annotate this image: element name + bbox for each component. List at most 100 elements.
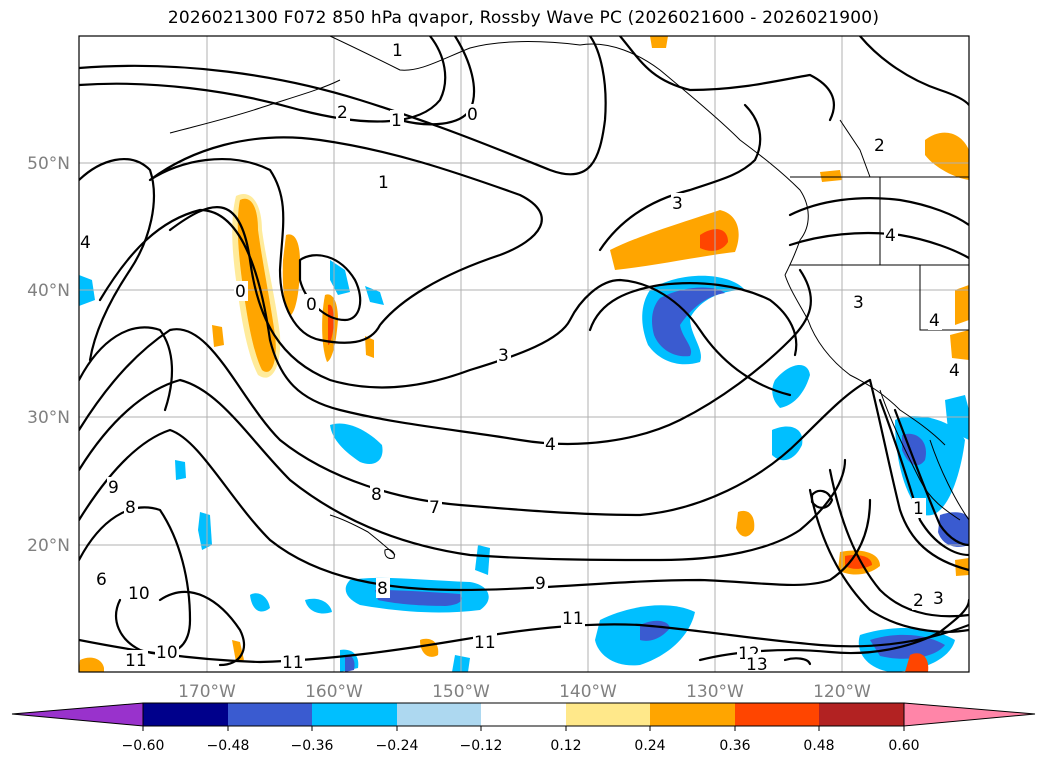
contour-label: 11 [562, 609, 584, 629]
lat-tick-labels: 50°N 40°N 30°N 20°N [27, 154, 70, 556]
contour-1-gyre [148, 136, 543, 344]
contour-west-2 [79, 326, 173, 412]
pos-patch-s2 [79, 657, 104, 672]
island-1 [384, 549, 395, 559]
contour-9 [79, 428, 872, 592]
contour-label: 0 [306, 295, 317, 315]
neg-patch-offshore [772, 364, 810, 408]
pos-patch-170w [282, 234, 300, 316]
colorbar-segment [481, 703, 566, 726]
contour-label: 13 [746, 655, 768, 675]
contour-label: 4 [949, 361, 960, 381]
lon-tick-labels: 170°W 160°W 150°W 140°W 130°W 120°W [178, 682, 871, 702]
contour-1-north [79, 36, 447, 123]
neg-patch-w10 [365, 286, 384, 305]
colorbar-segment [735, 703, 819, 726]
contour-label: 4 [929, 311, 940, 331]
alaska-coast [329, 36, 809, 276]
contour-north-2 [618, 36, 836, 122]
contour-label: 4 [885, 226, 896, 246]
contour-west-1 [79, 158, 156, 362]
contour-label: 8 [125, 498, 136, 518]
contour-label: 8 [377, 579, 388, 599]
contour-2 [79, 36, 607, 176]
contour-8 [79, 378, 847, 562]
colorbar-tick-label: −0.12 [460, 738, 503, 754]
neg-patch-w5 [330, 260, 350, 295]
lat-tick-label: 20°N [27, 536, 70, 556]
contour-label: 6 [96, 570, 107, 590]
lat-tick-label: 50°N [27, 154, 70, 174]
contour-label: 11 [125, 651, 147, 671]
colorbar-segment [312, 703, 397, 726]
colorbar-tick-label: 0.48 [803, 738, 834, 754]
colorbar: −0.60 −0.48 −0.36 −0.24 −0.12 0.12 0.24 … [11, 702, 1036, 754]
pos-patch-n [650, 36, 668, 48]
neg-patch-offshore2 [772, 426, 803, 461]
neg-patch-w9 [475, 545, 490, 575]
map-frame [78, 35, 970, 673]
contour-label: 3 [933, 589, 944, 609]
colorbar-segment [228, 703, 312, 726]
contour-7 [79, 328, 872, 517]
contour-label: 4 [80, 233, 91, 253]
contour-label: 10 [156, 643, 178, 663]
state-border-3 [919, 265, 969, 331]
contour-label: 11 [474, 633, 496, 653]
colorbar-tick-label: −0.24 [376, 738, 419, 754]
contour-east-canada-2 [788, 231, 969, 260]
lon-tick-label: 120°W [813, 682, 871, 702]
contour-small-s [783, 657, 812, 666]
contour-label: 1 [391, 111, 402, 131]
lon-tick-label: 140°W [559, 682, 617, 702]
contour-mexico-4 [828, 468, 969, 618]
contour-label: 8 [371, 485, 382, 505]
contour-east-canada [788, 197, 969, 227]
neg-patch-w3 [250, 593, 270, 612]
contour-label: 7 [429, 498, 440, 518]
lon-tick-label: 150°W [432, 682, 490, 702]
contour-label: 3 [853, 293, 864, 313]
lon-tick-label: 170°W [178, 682, 236, 702]
pos-core-ne [700, 229, 728, 251]
pos-patch-s8 [820, 170, 842, 182]
colorbar-frame [142, 702, 905, 727]
contour-label: 2 [337, 103, 348, 123]
contour-3-gyre [168, 206, 792, 397]
colorbar-extend-min [11, 702, 144, 727]
contour-label: 2 [913, 591, 924, 611]
contour-label: 1 [913, 499, 924, 519]
contour-label: 9 [108, 478, 119, 498]
lat-tick-label: 30°N [27, 408, 70, 428]
colorbar-extend-max [903, 702, 1036, 727]
contour-11 [79, 623, 969, 664]
neg-core-subtropic [375, 590, 462, 606]
neg-patch-w4 [305, 598, 332, 614]
hawaii [329, 514, 396, 556]
contour-label: 4 [545, 435, 556, 455]
lon-tick-label: 130°W [686, 682, 744, 702]
mexico-coast [929, 439, 969, 521]
baja [879, 389, 961, 521]
neg-core-ne-pacific [652, 287, 725, 357]
contour-10b [158, 590, 246, 667]
colorbar-tick-label: −0.36 [291, 738, 334, 754]
pos-patch-s [905, 653, 929, 672]
colorbar-tick-label: 0.60 [888, 738, 919, 754]
pos-patch-s5 [212, 325, 224, 347]
contour-4-loop [588, 282, 798, 357]
contour-label: 2 [874, 136, 885, 156]
lon-tick-label: 160°W [305, 682, 363, 702]
colorbar-segment [566, 703, 650, 726]
pos-patch-us [955, 285, 969, 325]
colorbar-tick-label: −0.48 [207, 738, 250, 754]
contour-label: 10 [128, 584, 150, 604]
lat-tick-label: 40°N [27, 281, 70, 301]
colorbar-segment [397, 703, 481, 726]
contour-label: 0 [467, 105, 478, 125]
contour-label: 3 [498, 346, 509, 366]
contour-labels: 1 2 1 0 1 3 0 0 3 4 8 7 9 8 6 10 10 11 1… [79, 40, 962, 675]
contour-4 [98, 208, 812, 445]
graticule [79, 36, 969, 672]
